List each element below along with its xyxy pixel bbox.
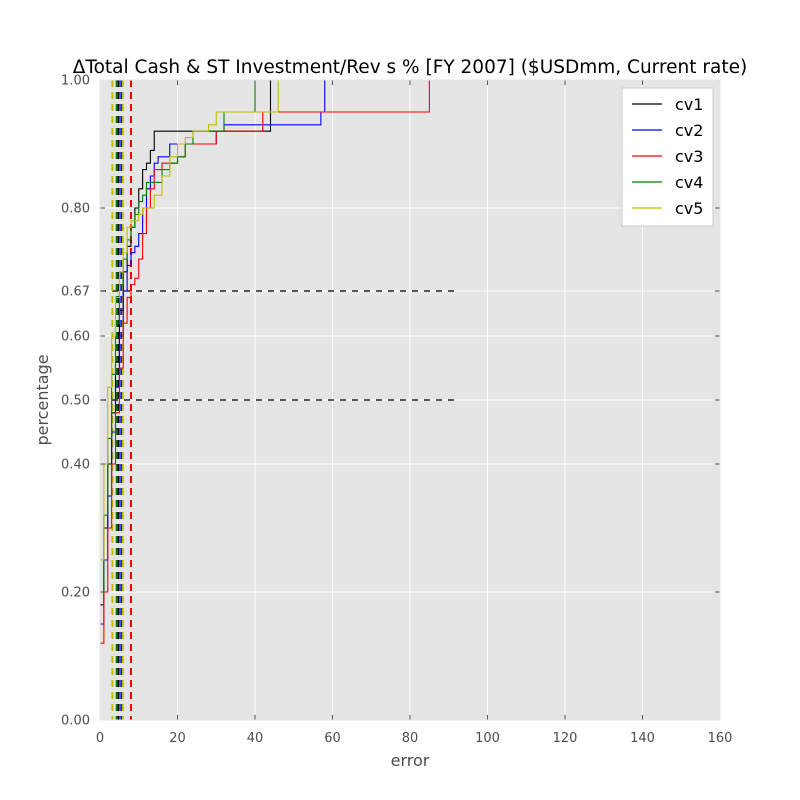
tick-labels: 0 20 40 60 80 100 120 140 160 0.00 0.20 0.40 0.50 0.6… bbox=[61, 74, 732, 747]
x-tick-label: 60 bbox=[324, 731, 341, 746]
x-tick-label: 0 bbox=[96, 731, 104, 746]
series-group bbox=[100, 80, 430, 644]
legend: cv1 cv2 cv3 cv4 cv5 bbox=[621, 87, 714, 227]
y-axis-label: percentage bbox=[33, 354, 52, 445]
legend-box bbox=[621, 87, 714, 227]
legend-label-cv5: cv5 bbox=[675, 199, 703, 218]
reference-lines bbox=[100, 80, 457, 720]
legend-label-cv2: cv2 bbox=[675, 121, 703, 140]
x-axis-label: error bbox=[391, 751, 430, 770]
x-tick-label: 20 bbox=[169, 731, 186, 746]
legend-label-cv3: cv3 bbox=[675, 147, 703, 166]
legend-label-cv1: cv1 bbox=[675, 95, 703, 114]
x-tick-label: 140 bbox=[630, 731, 655, 746]
x-tick-label: 120 bbox=[553, 731, 578, 746]
y-tick-label: 0.00 bbox=[61, 714, 90, 729]
x-tick-label: 80 bbox=[402, 731, 419, 746]
y-tick-label: 0.40 bbox=[61, 458, 90, 473]
legend-label-cv4: cv4 bbox=[675, 173, 703, 192]
series-line-cv3 bbox=[100, 80, 430, 644]
x-tick-label: 160 bbox=[708, 731, 733, 746]
x-tick-label: 100 bbox=[475, 731, 500, 746]
plot-frame bbox=[99, 79, 721, 721]
y-tick-label: 0.60 bbox=[61, 330, 90, 345]
y-tick-label: 0.80 bbox=[61, 202, 90, 217]
y-tick-label: 0.50 bbox=[61, 394, 90, 409]
y-tick-label: 1.00 bbox=[61, 74, 90, 89]
y-tick-label: 0.20 bbox=[61, 586, 90, 601]
y-tick-label: 0.67 bbox=[61, 285, 90, 300]
series-line-cv4 bbox=[100, 80, 256, 593]
chart-title: ΔTotal Cash & ST Investment/Rev s % [FY … bbox=[73, 57, 747, 78]
series-line-cv5 bbox=[100, 80, 279, 561]
x-tick-label: 40 bbox=[247, 731, 264, 746]
